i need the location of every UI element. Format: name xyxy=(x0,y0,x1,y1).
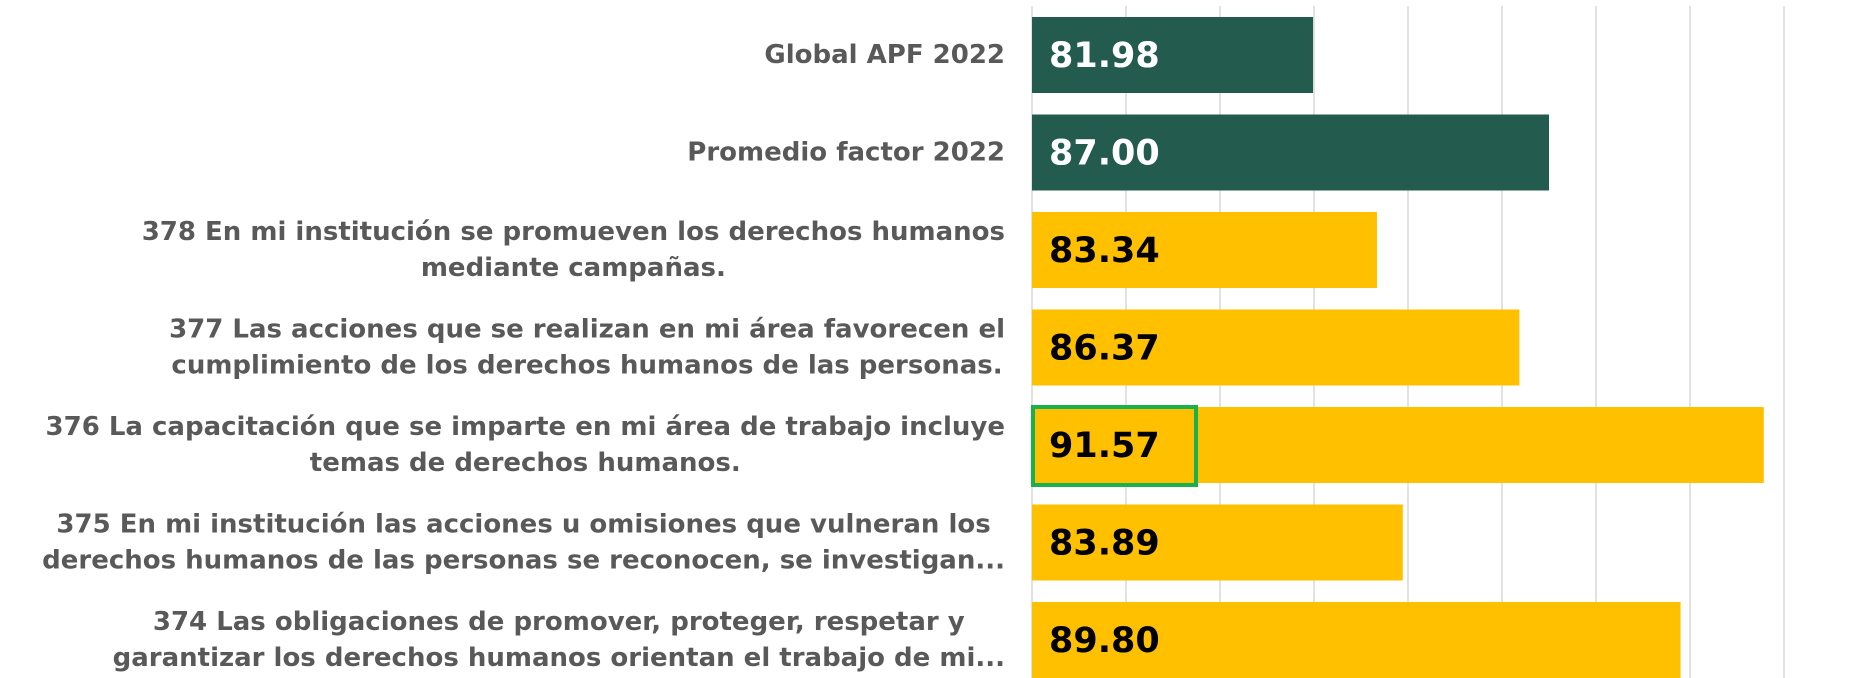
category-line: 376 La capacitación que se imparte en mi… xyxy=(46,412,1005,442)
category-line: garantizar los derechos humanos orientan… xyxy=(113,643,1005,673)
category-label: 375 En mi institución las acciones u omi… xyxy=(42,509,1005,575)
category-line: 374 Las obligaciones de promover, proteg… xyxy=(153,607,965,637)
category-line: Global APF 2022 xyxy=(764,40,1005,70)
bar xyxy=(1032,309,1520,386)
value-label: 83.34 xyxy=(1049,231,1160,271)
value-label: 91.57 xyxy=(1049,426,1160,466)
bars: Global APF 2022 81.98 Promedio factor 2022… xyxy=(42,17,1764,678)
value-label: 81.98 xyxy=(1049,36,1160,76)
value-label: 86.37 xyxy=(1049,329,1160,369)
category-label: 378 En mi institución se promueven los d… xyxy=(142,217,1005,283)
category-label: 376 La capacitación que se imparte en mi… xyxy=(46,412,1005,478)
category-label: 374 Las obligaciones de promover, proteg… xyxy=(113,607,1005,673)
bar xyxy=(1032,407,1764,483)
category-line: Promedio factor 2022 xyxy=(687,137,1005,167)
category-line: cumplimiento de los derechos humanos de … xyxy=(171,350,1002,380)
category-line: mediante campañas. xyxy=(421,253,726,283)
bar xyxy=(1032,602,1681,678)
category-label: Global APF 2022 xyxy=(764,40,1005,70)
bar xyxy=(1032,17,1314,93)
category-label: Promedio factor 2022 xyxy=(687,137,1005,167)
bar xyxy=(1032,114,1549,191)
category-line: 375 En mi institución las acciones u omi… xyxy=(56,509,990,539)
category-line: temas de derechos humanos. xyxy=(310,448,741,478)
value-label: 89.80 xyxy=(1049,621,1160,661)
highlight-box xyxy=(1031,405,1198,487)
category-label: 377 Las acciones que se realizan en mi á… xyxy=(169,314,1005,380)
category-line: derechos humanos de las personas se reco… xyxy=(42,545,1005,575)
value-label: 87.00 xyxy=(1049,134,1160,174)
value-label: 83.89 xyxy=(1049,524,1160,564)
category-line: 377 Las acciones que se realizan en mi á… xyxy=(169,314,1005,344)
bar xyxy=(1032,504,1403,581)
category-line: 378 En mi institución se promueven los d… xyxy=(142,217,1005,247)
bar xyxy=(1032,212,1377,288)
